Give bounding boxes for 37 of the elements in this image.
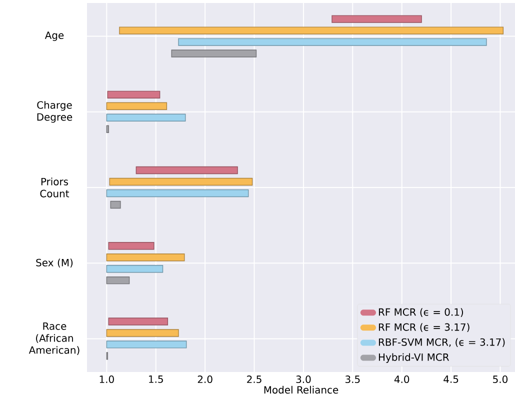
x-tick-label: 1.0	[100, 376, 114, 384]
x-tick-label: 2.0	[198, 376, 212, 384]
bar	[106, 329, 179, 337]
y-tick-label: Charge Degree	[37, 101, 72, 123]
bar	[171, 50, 257, 58]
bar	[178, 38, 487, 46]
legend-label: RBF-SVM MCR, (ϵ = 3.17)	[378, 338, 505, 348]
bar	[106, 340, 187, 348]
bar	[106, 114, 186, 122]
y-tick-label: Age	[44, 32, 64, 41]
y-tick-label: Race (African American)	[28, 322, 80, 355]
bar	[106, 254, 185, 262]
bar	[106, 265, 164, 273]
legend-label: RF MCR (ϵ = 3.17)	[378, 323, 470, 332]
x-tick-label: 4.5	[444, 376, 458, 383]
x-axis-title: Model Reliance	[264, 386, 338, 394]
x-tick-label: 3.0	[296, 376, 311, 384]
bar	[110, 200, 121, 209]
legend-label: Hybrid-VI MCR	[378, 353, 450, 363]
x-tick-label: 3.5	[346, 376, 360, 384]
x-tick-label: 1.5	[149, 376, 163, 383]
legend-label: RF MCR (ϵ = 0.1)	[378, 308, 464, 317]
x-tick-label: 4.0	[394, 376, 410, 384]
bar	[106, 102, 168, 110]
bar	[136, 166, 238, 174]
y-tick-label: Sex (M)	[36, 258, 73, 268]
bar	[107, 90, 160, 98]
bar	[109, 178, 253, 186]
y-tick-label: Priors Count	[40, 178, 70, 198]
x-tick-label: 2.5	[247, 376, 262, 384]
x-tick-label: 5.0	[493, 376, 508, 384]
bar	[106, 276, 130, 284]
bar	[332, 15, 422, 23]
bar	[108, 242, 154, 250]
bar	[106, 189, 249, 198]
bar	[108, 318, 168, 326]
bar	[119, 26, 504, 34]
